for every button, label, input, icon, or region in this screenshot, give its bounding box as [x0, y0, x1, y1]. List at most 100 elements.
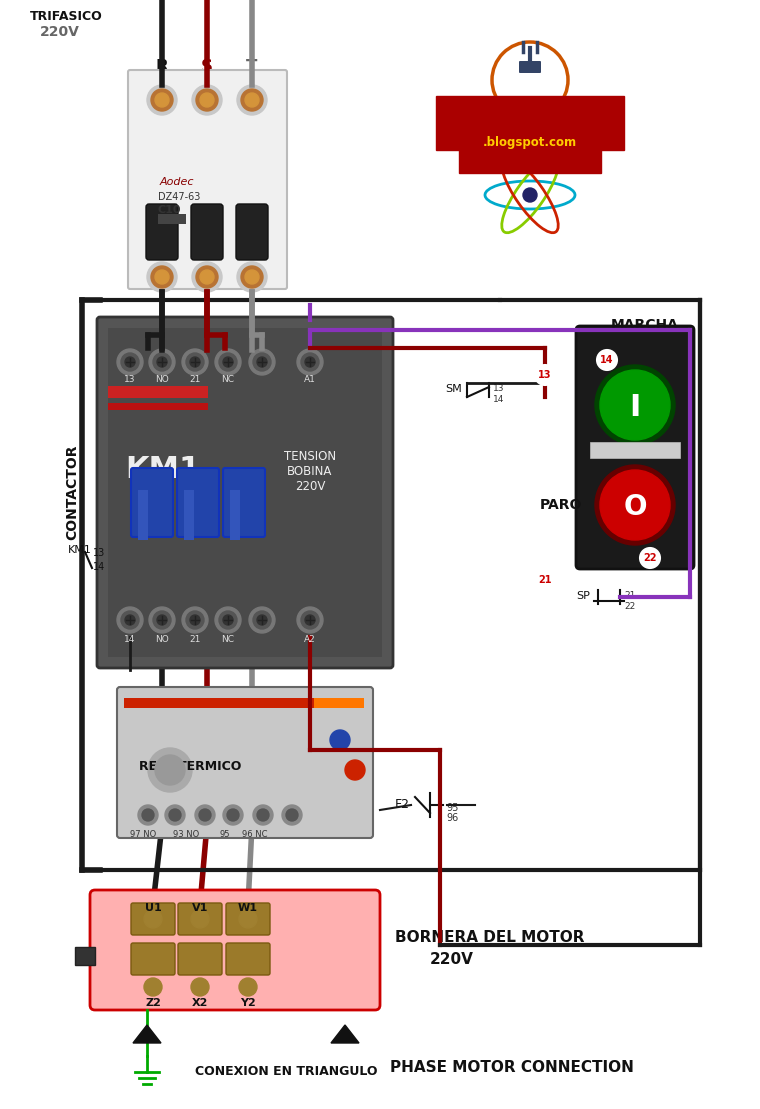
Circle shape	[640, 548, 660, 568]
Text: T: T	[246, 58, 258, 77]
Circle shape	[196, 266, 218, 288]
Text: Aodec: Aodec	[160, 177, 195, 187]
FancyBboxPatch shape	[223, 468, 265, 537]
FancyBboxPatch shape	[97, 317, 393, 668]
Text: NC: NC	[221, 375, 235, 384]
FancyBboxPatch shape	[131, 943, 175, 975]
Circle shape	[257, 615, 267, 625]
Circle shape	[219, 353, 237, 372]
Circle shape	[147, 85, 177, 115]
Text: PARO: PARO	[540, 498, 582, 512]
Text: 93 NO: 93 NO	[173, 830, 199, 840]
Text: R: R	[156, 58, 169, 77]
Text: KM1: KM1	[68, 545, 92, 554]
Circle shape	[257, 357, 267, 367]
Circle shape	[121, 611, 139, 629]
FancyBboxPatch shape	[117, 686, 373, 838]
Circle shape	[186, 353, 204, 372]
Text: 96 NC: 96 NC	[242, 830, 268, 840]
Circle shape	[190, 615, 200, 625]
Circle shape	[535, 570, 555, 590]
FancyBboxPatch shape	[177, 468, 219, 537]
Circle shape	[253, 805, 273, 825]
Text: 13: 13	[93, 548, 105, 558]
Circle shape	[191, 910, 209, 928]
Text: KM1: KM1	[125, 455, 200, 484]
Circle shape	[125, 615, 135, 625]
Circle shape	[165, 805, 185, 825]
Circle shape	[151, 89, 173, 111]
Bar	[230, 490, 240, 540]
Circle shape	[195, 805, 215, 825]
Circle shape	[223, 357, 233, 367]
Circle shape	[305, 357, 315, 367]
Circle shape	[345, 760, 365, 780]
Circle shape	[253, 353, 271, 372]
Circle shape	[523, 189, 537, 202]
Text: PHASE MOTOR CONNECTION: PHASE MOTOR CONNECTION	[390, 1060, 634, 1075]
Circle shape	[597, 350, 617, 370]
FancyBboxPatch shape	[131, 468, 173, 537]
Text: O: O	[623, 494, 647, 521]
Circle shape	[257, 808, 269, 821]
Circle shape	[600, 470, 670, 540]
Text: 220V: 220V	[40, 26, 80, 39]
Circle shape	[125, 357, 135, 367]
Circle shape	[117, 607, 143, 633]
Text: 14: 14	[93, 562, 105, 572]
Circle shape	[215, 607, 241, 633]
Text: V1: V1	[192, 903, 208, 913]
Text: 22: 22	[643, 553, 657, 563]
Text: MARCHA: MARCHA	[611, 318, 679, 332]
Circle shape	[237, 262, 267, 292]
Text: 96: 96	[446, 813, 458, 823]
FancyBboxPatch shape	[146, 204, 178, 260]
Text: 95: 95	[446, 803, 458, 813]
Text: 220V: 220V	[430, 952, 474, 967]
FancyBboxPatch shape	[226, 903, 270, 935]
Circle shape	[223, 615, 233, 625]
Circle shape	[239, 910, 257, 928]
Circle shape	[196, 89, 218, 111]
FancyBboxPatch shape	[226, 943, 270, 975]
Circle shape	[241, 266, 263, 288]
Text: 13: 13	[124, 375, 136, 384]
Bar	[124, 698, 314, 708]
Polygon shape	[331, 1025, 359, 1042]
Bar	[75, 947, 95, 965]
Text: 14: 14	[125, 635, 136, 644]
Circle shape	[142, 808, 154, 821]
Circle shape	[157, 615, 167, 625]
Circle shape	[535, 365, 555, 385]
Circle shape	[144, 910, 162, 928]
Circle shape	[600, 370, 670, 440]
Text: NO: NO	[155, 375, 169, 384]
Circle shape	[192, 85, 222, 115]
Circle shape	[153, 611, 171, 629]
Circle shape	[245, 93, 259, 106]
Circle shape	[182, 349, 208, 375]
Circle shape	[155, 93, 169, 106]
Circle shape	[155, 269, 169, 284]
Text: 21: 21	[189, 375, 201, 384]
Text: 13: 13	[493, 384, 505, 393]
FancyBboxPatch shape	[178, 943, 222, 975]
Text: 14: 14	[493, 395, 505, 404]
Text: C10: C10	[158, 205, 182, 215]
Text: DZ47-63: DZ47-63	[158, 192, 201, 202]
FancyBboxPatch shape	[519, 61, 541, 73]
FancyBboxPatch shape	[178, 903, 222, 935]
Circle shape	[249, 607, 275, 633]
Circle shape	[151, 266, 173, 288]
Circle shape	[149, 607, 175, 633]
Text: U1: U1	[144, 903, 161, 913]
Circle shape	[595, 365, 675, 445]
Circle shape	[330, 730, 350, 750]
Circle shape	[215, 349, 241, 375]
Text: 13: 13	[538, 370, 552, 380]
Circle shape	[200, 269, 214, 284]
Text: NC: NC	[221, 635, 235, 644]
Circle shape	[138, 805, 158, 825]
Text: 95: 95	[220, 830, 230, 840]
Text: W1: W1	[238, 903, 258, 913]
